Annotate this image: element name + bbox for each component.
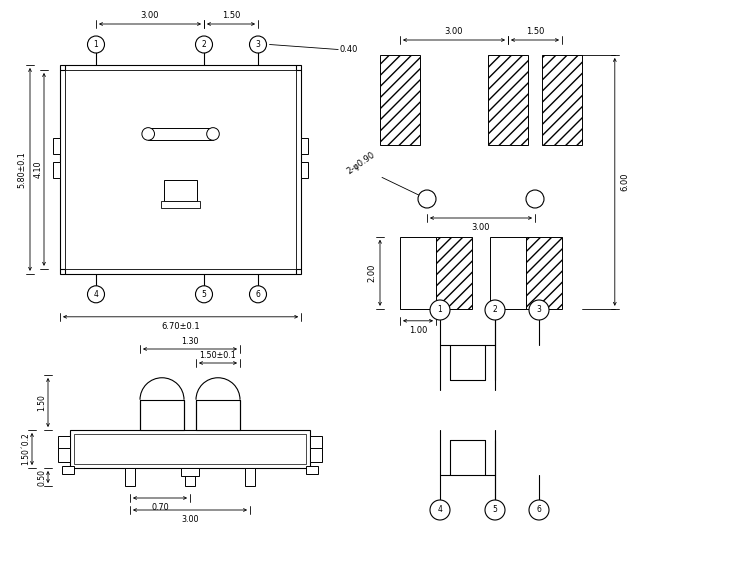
Bar bbox=[301, 162, 308, 178]
Circle shape bbox=[526, 190, 544, 208]
Text: 0.50: 0.50 bbox=[38, 469, 47, 486]
Bar bbox=[542, 55, 582, 145]
Bar bbox=[490, 237, 526, 309]
Circle shape bbox=[485, 500, 505, 520]
Bar bbox=[74, 434, 306, 464]
Bar bbox=[245, 468, 255, 486]
Circle shape bbox=[249, 36, 266, 53]
Text: 3.00: 3.00 bbox=[141, 11, 159, 21]
Text: 1.50´0.2: 1.50´0.2 bbox=[21, 433, 30, 465]
Bar bbox=[301, 138, 308, 154]
Bar bbox=[148, 128, 213, 140]
Bar bbox=[53, 138, 60, 154]
Bar bbox=[53, 162, 60, 178]
Bar bbox=[185, 468, 195, 486]
Text: 1.50: 1.50 bbox=[38, 394, 47, 411]
Text: 3: 3 bbox=[536, 306, 542, 315]
Bar bbox=[164, 180, 197, 201]
Text: 6: 6 bbox=[255, 290, 260, 299]
Bar bbox=[436, 237, 472, 309]
Text: 0.40: 0.40 bbox=[339, 45, 357, 54]
Text: 3.00: 3.00 bbox=[445, 27, 463, 36]
Text: 1: 1 bbox=[94, 40, 98, 49]
Text: 2.00: 2.00 bbox=[368, 263, 377, 282]
Text: 3.00: 3.00 bbox=[472, 223, 491, 233]
Bar bbox=[196, 400, 240, 430]
Text: 1.50: 1.50 bbox=[222, 11, 241, 21]
Text: 1.30: 1.30 bbox=[181, 336, 199, 345]
Circle shape bbox=[485, 300, 505, 320]
Bar bbox=[181, 468, 199, 476]
Circle shape bbox=[430, 300, 450, 320]
Bar bbox=[140, 400, 184, 430]
Bar bbox=[488, 55, 528, 145]
Bar bbox=[310, 448, 322, 462]
Circle shape bbox=[529, 300, 549, 320]
Circle shape bbox=[430, 500, 450, 520]
Text: 0.70: 0.70 bbox=[151, 503, 169, 511]
Text: 2: 2 bbox=[201, 40, 206, 49]
Bar bbox=[400, 237, 436, 309]
Text: 6.00: 6.00 bbox=[620, 173, 629, 191]
Text: 1.50: 1.50 bbox=[526, 27, 544, 36]
Text: 1.50±0.1: 1.50±0.1 bbox=[200, 351, 236, 360]
Circle shape bbox=[249, 286, 266, 303]
Text: 4.10: 4.10 bbox=[33, 161, 42, 178]
Text: 5: 5 bbox=[201, 290, 206, 299]
Text: 6.70±0.1: 6.70±0.1 bbox=[161, 322, 200, 331]
Text: 1.00: 1.00 bbox=[408, 326, 427, 335]
Bar bbox=[58, 436, 70, 450]
Circle shape bbox=[87, 36, 104, 53]
Bar bbox=[58, 448, 70, 462]
Circle shape bbox=[142, 128, 155, 140]
Bar bbox=[70, 430, 310, 468]
Circle shape bbox=[206, 128, 219, 140]
Bar bbox=[65, 70, 296, 269]
Circle shape bbox=[529, 500, 549, 520]
Text: 2: 2 bbox=[493, 306, 497, 315]
Text: 3: 3 bbox=[255, 40, 260, 49]
Circle shape bbox=[195, 36, 212, 53]
Bar bbox=[526, 237, 562, 309]
Text: 4: 4 bbox=[93, 290, 98, 299]
Text: 6: 6 bbox=[536, 506, 542, 515]
Bar bbox=[380, 55, 420, 145]
Text: 1: 1 bbox=[437, 306, 443, 315]
Bar bbox=[306, 466, 318, 474]
Text: 4: 4 bbox=[437, 506, 443, 515]
Circle shape bbox=[418, 190, 436, 208]
Bar bbox=[125, 468, 135, 486]
Bar bbox=[310, 436, 322, 450]
Bar bbox=[62, 466, 74, 474]
Text: 5.80±0.1: 5.80±0.1 bbox=[18, 151, 27, 188]
Text: 2-φ0.90: 2-φ0.90 bbox=[345, 150, 377, 176]
Circle shape bbox=[87, 286, 104, 303]
Bar bbox=[161, 201, 201, 208]
Bar bbox=[60, 65, 301, 274]
Text: 3.00: 3.00 bbox=[181, 515, 199, 523]
Circle shape bbox=[195, 286, 212, 303]
Text: 5: 5 bbox=[493, 506, 497, 515]
